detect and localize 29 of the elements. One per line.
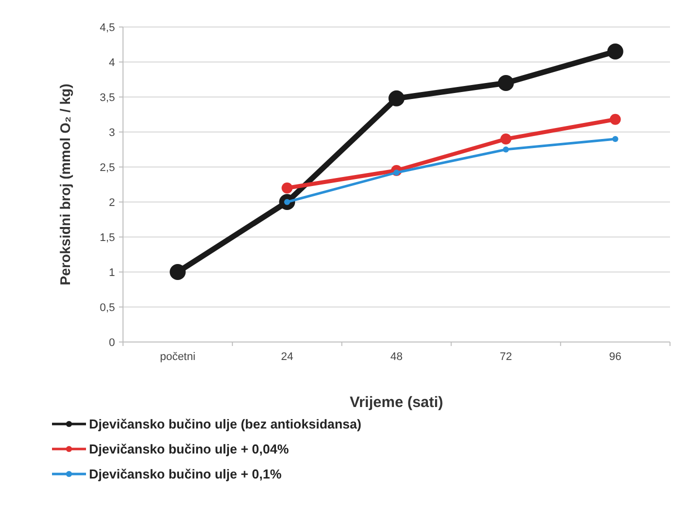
y-tick-label: 0,5 xyxy=(100,302,115,314)
legend-label: Djevičansko bučino ulje + 0,1% xyxy=(89,466,282,482)
x-tick-label: 72 xyxy=(500,351,512,363)
y-tick-label: 0 xyxy=(108,336,115,349)
legend-label: Djevičansko bučino ulje + 0,04% xyxy=(89,442,290,457)
point xyxy=(500,134,512,144)
point xyxy=(610,114,621,125)
y-tick-label: 1 xyxy=(108,266,115,279)
point xyxy=(170,264,186,280)
point xyxy=(607,44,624,60)
point xyxy=(612,136,618,142)
y-tick-label: 1,5 xyxy=(100,232,115,244)
y-tick-label: 3,5 xyxy=(100,92,115,104)
point xyxy=(282,182,293,194)
y-tick-label: 4 xyxy=(108,56,115,69)
x-tick-label: 24 xyxy=(280,351,294,363)
y-tick-label: 4,5 xyxy=(100,22,115,34)
y-tick-label: 2 xyxy=(108,196,115,209)
x-axis-title: Vrijeme (sati) xyxy=(350,394,444,411)
point xyxy=(498,75,514,91)
y-axis-title: Peroksidni broj (mmol O₂ / kg) xyxy=(57,84,73,286)
y-tick-label: 2,5 xyxy=(100,162,115,174)
x-tick-label: početni xyxy=(160,351,196,363)
x-tick-label: 48 xyxy=(390,351,403,363)
y-tick-label: 3 xyxy=(108,126,115,139)
x-tick-label: 96 xyxy=(609,351,622,363)
point xyxy=(388,90,404,106)
legend-label: Djevičansko bučino ulje (bez antioksidansa) xyxy=(89,416,362,432)
point xyxy=(502,146,509,152)
